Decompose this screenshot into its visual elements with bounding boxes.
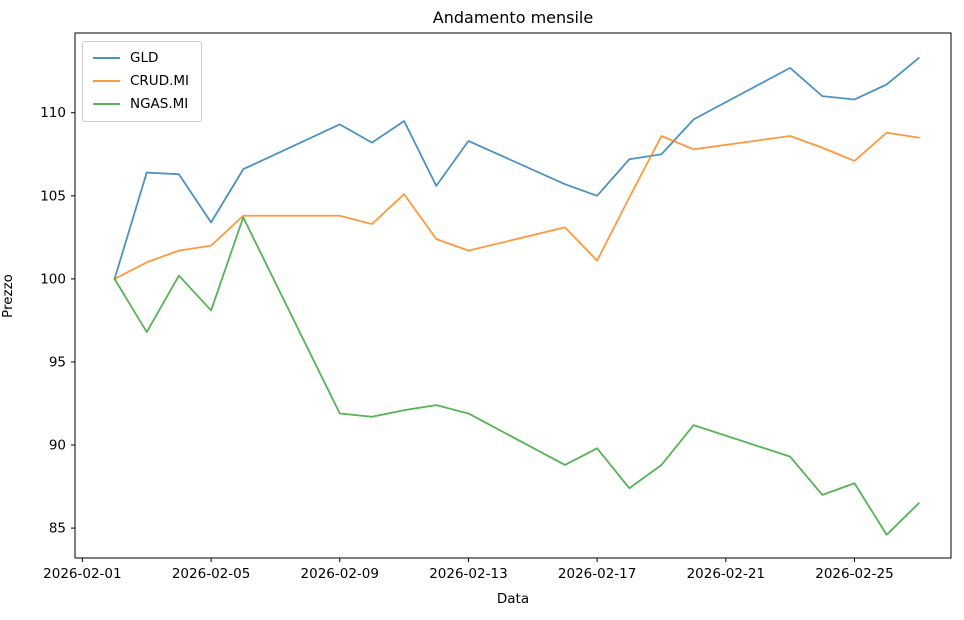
legend-entry-GLD: GLD xyxy=(93,50,189,66)
x-axis-label: Data xyxy=(496,591,530,607)
y-axis-tick-label: 110 xyxy=(40,105,66,121)
y-axis-tick-label: 105 xyxy=(40,188,66,204)
legend-label: NGAS.MI xyxy=(130,96,189,113)
x-axis-tick-label: 2026-02-09 xyxy=(301,566,379,582)
y-axis-tick-label: 100 xyxy=(40,271,66,287)
x-axis-tick-label: 2026-02-25 xyxy=(815,566,893,582)
legend-swatch-line xyxy=(93,103,120,106)
chart-title: Andamento mensile xyxy=(432,8,594,27)
axes-spines xyxy=(74,32,952,559)
x-axis-tick-label: 2026-02-01 xyxy=(43,566,121,582)
x-axis-tick-label: 2026-02-17 xyxy=(558,566,636,582)
x-axis-tick-label: 2026-02-13 xyxy=(429,566,507,582)
series-line-GLD xyxy=(113,57,920,280)
y-axis-tick-label: 90 xyxy=(49,438,66,454)
legend-entry-CRUD.MI: CRUD.MI xyxy=(93,73,189,89)
series-line-NGAS.MI xyxy=(113,216,920,536)
legend-entry-NGAS.MI: NGAS.MI xyxy=(93,96,189,112)
legend-label: GLD xyxy=(130,50,159,66)
y-axis-label: Prezzo xyxy=(0,274,16,318)
x-axis-tick-label: 2026-02-21 xyxy=(687,566,765,582)
y-axis-tick-label: 95 xyxy=(49,354,66,370)
legend-swatch-line xyxy=(93,80,120,83)
series-line-CRUD.MI xyxy=(113,131,920,280)
legend-label: CRUD.MI xyxy=(130,73,190,90)
y-axis-tick-label: 85 xyxy=(49,521,66,537)
x-axis-tick-label: 2026-02-05 xyxy=(172,566,250,582)
legend: GLD CRUD.MI NGAS.MI xyxy=(82,41,203,122)
legend-swatch-line xyxy=(93,57,120,60)
